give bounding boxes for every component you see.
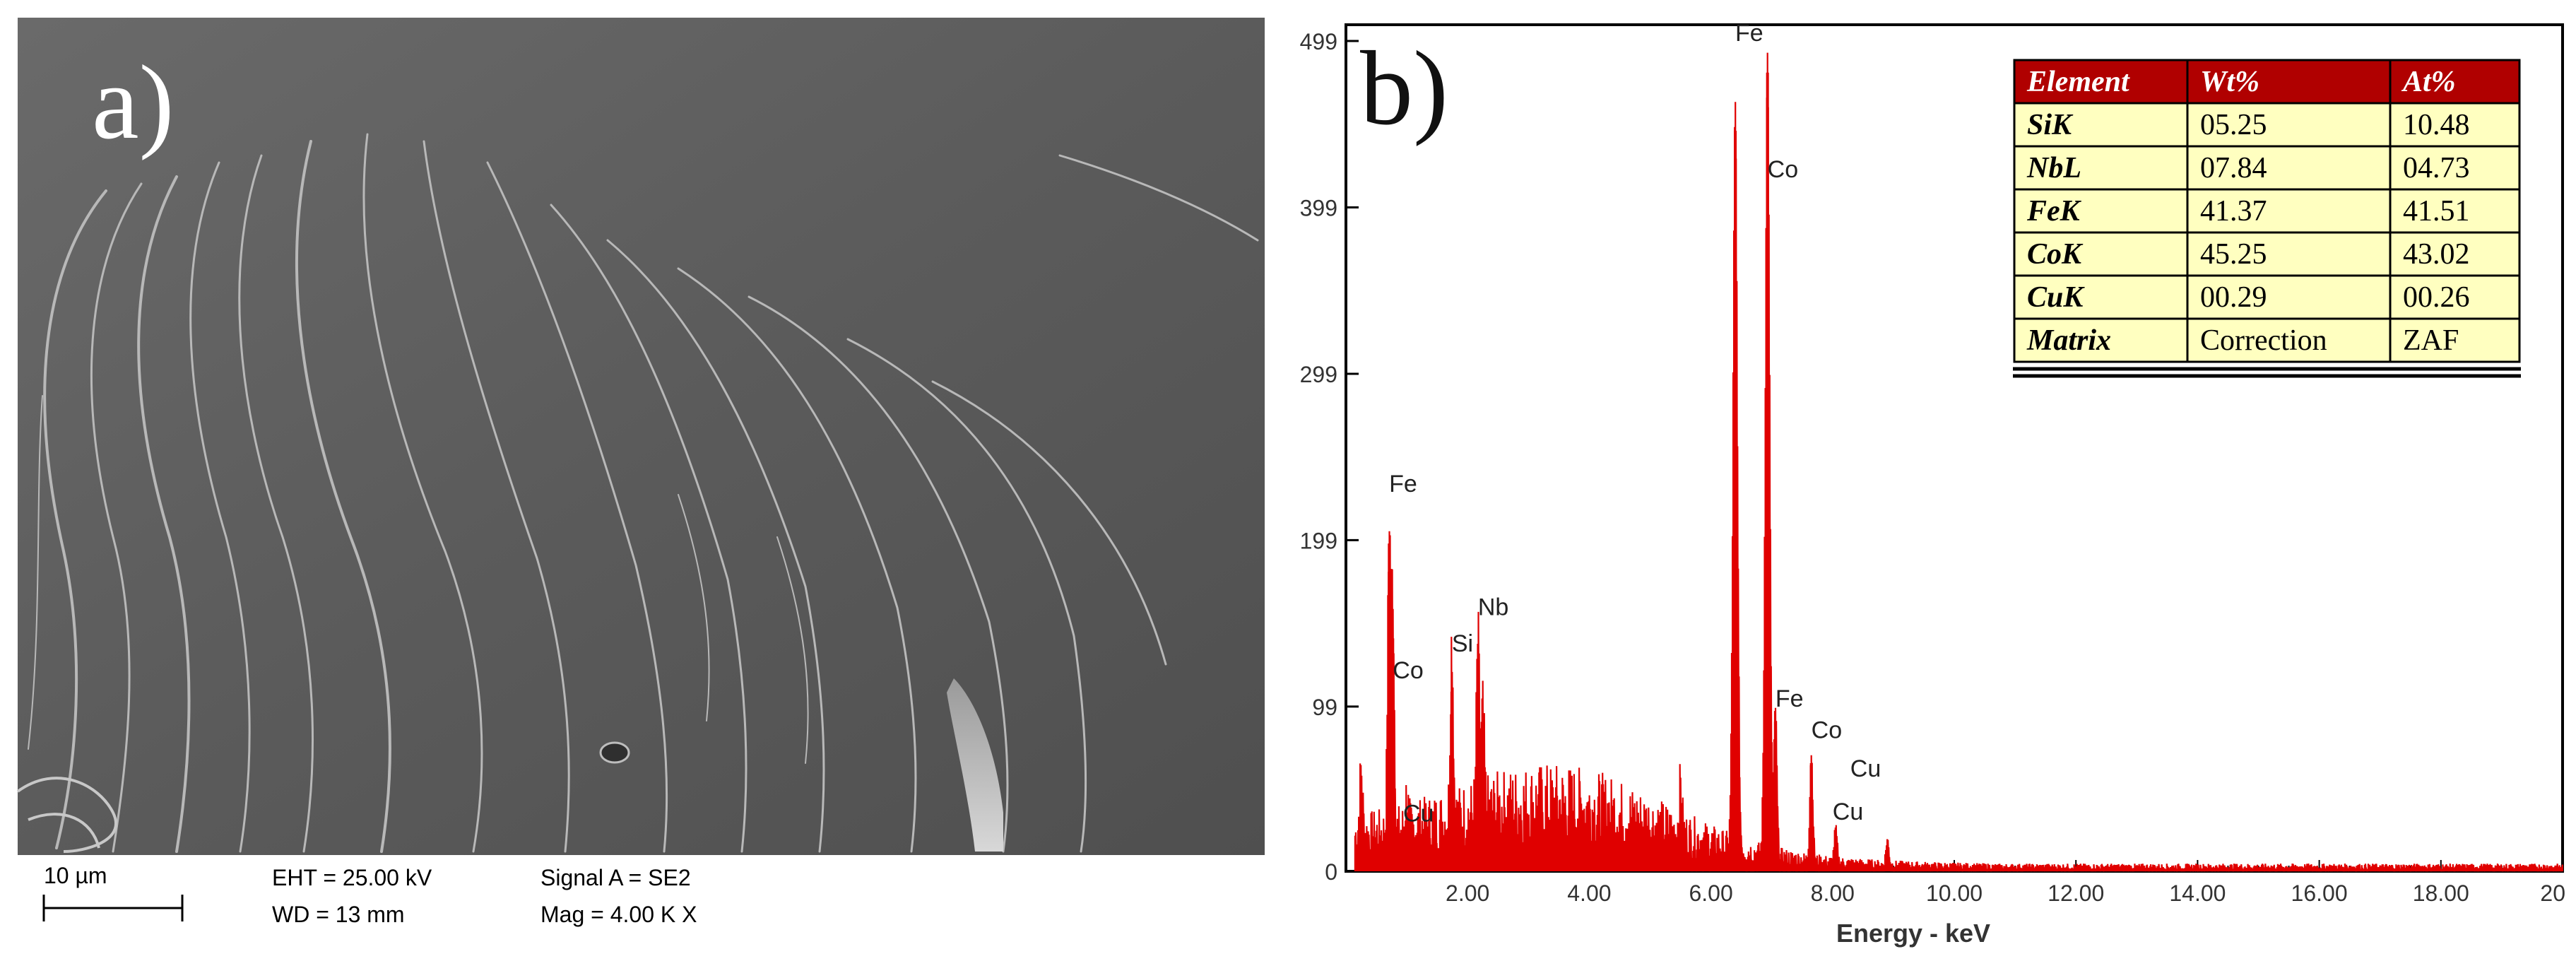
x-tick-label: 6.00 [1689, 880, 1732, 906]
y-axis-ticks: 0 99 199 299 399 499 [1300, 29, 1359, 885]
y-tick-label: 499 [1300, 29, 1337, 54]
x-axis-label: Energy - keV [1836, 919, 1990, 948]
table-cell: 00.26 [2403, 281, 2470, 314]
table-cell: 07.84 [2200, 152, 2267, 184]
panel-b: 0 99 199 299 399 499 2.00 4.00 6.00 8.00 10.00 12.… [1300, 20, 2565, 948]
lower-left-bright-region [16, 777, 117, 853]
table-cell: NbL [2026, 152, 2081, 184]
table-cell: SiK [2027, 109, 2074, 141]
panel-a: a) 10 µm EHT = 25.00 kV WD = 13 mm Signa… [16, 18, 1265, 947]
table-header-cell: At% [2401, 66, 2456, 98]
x-tick-label: 12.00 [2048, 880, 2104, 906]
mag-value: Mag = 4.00 K X [540, 902, 697, 927]
table-cell: 41.51 [2403, 195, 2470, 228]
scale-bar [42, 895, 184, 921]
x-tick-label: 14.00 [2169, 880, 2226, 906]
x-tick-label: 2.00 [1446, 880, 1489, 906]
peak-label: Co [1768, 156, 1798, 183]
x-axis-ticks: 2.00 4.00 6.00 8.00 10.00 12.00 14.00 16.00 18.0… [1376, 860, 2565, 906]
y-tick-label: 299 [1300, 362, 1337, 387]
table-cell: CoK [2027, 238, 2084, 271]
x-tick-label: 4.00 [1567, 880, 1611, 906]
table-row [2013, 188, 2521, 234]
spectrum-series [1354, 52, 2563, 872]
table-header-row [2013, 59, 2521, 105]
table-cell: 43.02 [2403, 238, 2470, 271]
table-cell: 05.25 [2200, 109, 2267, 141]
table-cell: CuK [2027, 281, 2085, 314]
peak-label: Nb [1478, 594, 1508, 620]
panel-b-label: b) [1360, 30, 1448, 147]
peak-label: Si [1452, 630, 1473, 657]
x-tick-label: 8.00 [1811, 880, 1855, 906]
sem-micrograph [18, 18, 1265, 855]
peak-label: Fe [1735, 20, 1763, 47]
peak-label: Co [1393, 657, 1423, 684]
table-cell: 04.73 [2403, 152, 2470, 184]
sem-info-bar [18, 855, 1265, 947]
fracture-river-lines [28, 133, 1259, 853]
table-cell: 10.48 [2403, 109, 2470, 141]
y-tick-label: 0 [1325, 859, 1337, 885]
table-cell: ZAF [2403, 324, 2459, 357]
x-tick-label: 16.00 [2291, 880, 2348, 906]
table-cell: 45.25 [2200, 238, 2267, 271]
x-tick-label: 10.00 [1926, 880, 1983, 906]
y-tick-label: 199 [1300, 528, 1337, 553]
x-tick-label: 20 [2540, 880, 2565, 906]
table-row [2013, 145, 2521, 191]
y-tick-label: 399 [1300, 195, 1337, 220]
debris-particle [599, 678, 1003, 852]
table-header-cell: Element [2026, 66, 2130, 98]
table-row [2013, 317, 2521, 363]
spectrum-line [1354, 52, 2563, 872]
peak-label: Cu [1403, 800, 1434, 827]
peak-label: Cu [1833, 799, 1863, 825]
peak-label: Cu [1850, 755, 1881, 782]
x-tick-label: 18.00 [2413, 880, 2469, 906]
table-cell: 00.29 [2200, 281, 2267, 314]
table-cell: 41.37 [2200, 195, 2267, 228]
peak-label: Co [1812, 717, 1842, 744]
table-header-cell: Wt% [2200, 66, 2259, 98]
table-row [2013, 274, 2521, 320]
panel-a-label: a) [92, 44, 175, 161]
y-tick-label: 99 [1312, 695, 1337, 720]
eht-value: EHT = 25.00 kV [272, 865, 432, 890]
table-cell: Matrix [2026, 324, 2111, 357]
table-cell: FeK [2026, 195, 2082, 228]
composition-table: Element Wt% At% SiK 05.25 10.48 NbL 07.84 04.73 F… [2013, 59, 2521, 378]
signal-value: Signal A = SE2 [540, 865, 691, 890]
scale-bar-label: 10 µm [44, 863, 107, 888]
peak-label: Fe [1776, 685, 1804, 712]
wd-value: WD = 13 mm [272, 902, 405, 927]
table-cell: Correction [2200, 324, 2327, 357]
peak-label: Fe [1389, 471, 1417, 497]
